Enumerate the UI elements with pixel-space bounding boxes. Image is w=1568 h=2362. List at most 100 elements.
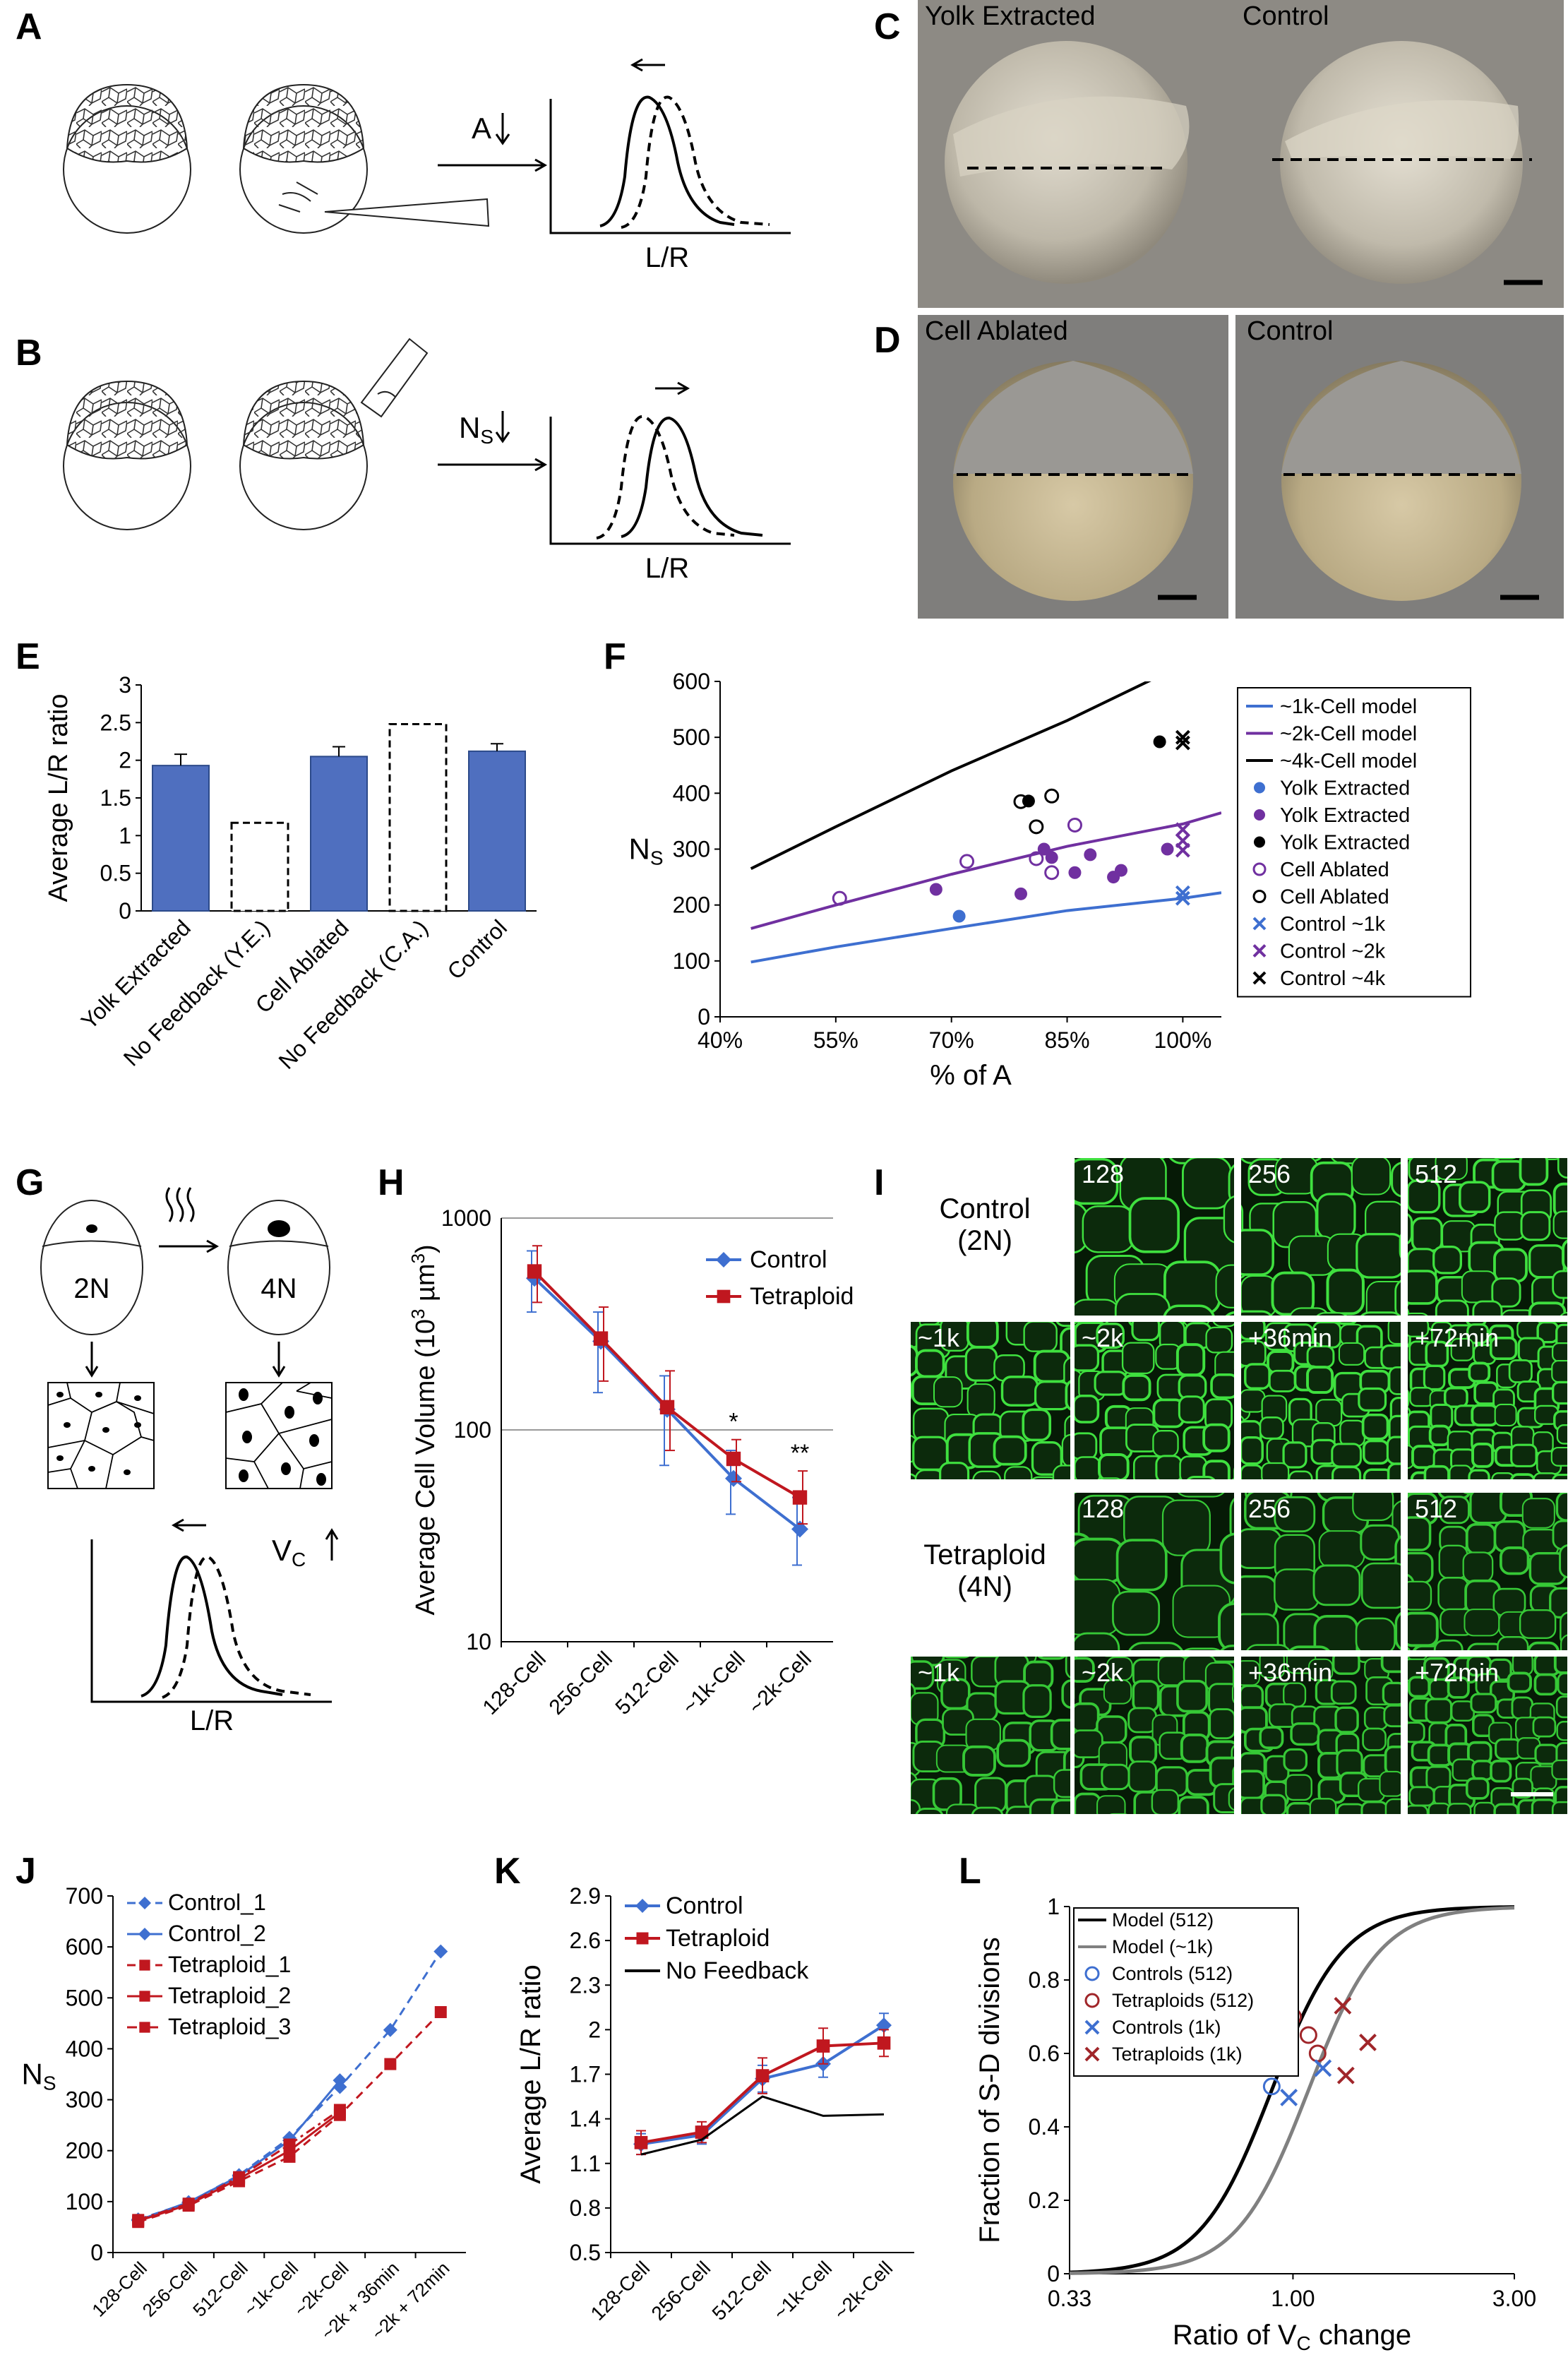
cell-outline	[1411, 1217, 1443, 1252]
panel-b-schematic: NS L/R	[63, 338, 791, 584]
y-tick-label: 1	[119, 823, 131, 848]
micrograph-tile: +72min	[1408, 1657, 1567, 1814]
data-point	[1262, 2077, 1281, 2096]
cell-outline	[1471, 1443, 1494, 1468]
cell-outline	[1555, 1695, 1567, 1719]
micrograph-tile: ~1k	[911, 1322, 1070, 1479]
cell-outline	[1061, 1433, 1070, 1468]
x-axis-label-sub: C	[1297, 2332, 1311, 2354]
cell-outline	[1075, 1322, 1078, 1325]
data-point	[182, 2197, 195, 2210]
embryo-photo	[1272, 41, 1532, 284]
cell-membranes	[1408, 1158, 1567, 1316]
right-arrow-icon	[655, 381, 690, 395]
legend-swatch	[1084, 2020, 1100, 2035]
cell-outline	[911, 1799, 921, 1814]
data-point	[1068, 866, 1082, 879]
data-point	[1044, 788, 1060, 804]
y-tick-label: 0.5	[570, 2240, 601, 2265]
cell-outline	[1557, 1158, 1567, 1179]
legend-marker	[138, 1928, 151, 1940]
embryo-4n: 4N	[227, 1200, 330, 1335]
cell-outline	[1491, 1277, 1521, 1308]
cell-outline	[1228, 1787, 1234, 1811]
cell-outline	[1318, 1530, 1365, 1569]
data-point	[725, 1469, 742, 1487]
data-point	[755, 2069, 770, 2082]
x-axis-label-part: Ratio of V	[1173, 2320, 1297, 2351]
cell-outline	[1309, 1798, 1337, 1814]
legend-marker	[635, 1899, 650, 1913]
legend-label: Model (~1k)	[1112, 1936, 1213, 1957]
cell-outline	[1499, 1546, 1530, 1575]
cell-outline	[1408, 1786, 1435, 1807]
cell-outline	[1519, 1158, 1549, 1186]
y-axis-label-part: Average Cell Volume (10	[411, 1319, 441, 1616]
cell-outline	[1065, 1380, 1070, 1411]
cell-outline	[911, 1660, 935, 1690]
y-axis-label-part: µm	[411, 1263, 441, 1308]
cell-outline	[1362, 1439, 1390, 1465]
cell-outline	[1052, 1465, 1070, 1479]
legend-label: Control_1	[168, 1890, 266, 1915]
bar	[388, 722, 448, 912]
data-point	[695, 2125, 709, 2139]
cell-outline	[1131, 1322, 1161, 1342]
y-tick-label: 2.3	[570, 1972, 601, 1998]
panel-label-e: E	[16, 636, 40, 677]
cell-outline	[1394, 1280, 1401, 1316]
cell-outline	[1532, 1716, 1557, 1738]
cell-outline	[1361, 1413, 1389, 1441]
cell-outline	[1121, 1342, 1155, 1375]
y-tick-label: 300	[66, 2087, 103, 2113]
data-point	[1334, 1996, 1352, 2015]
y-tick-label: 0.8	[570, 2195, 601, 2221]
legend-label: Control ~2k	[1280, 941, 1386, 963]
cell-outline	[1528, 1301, 1567, 1316]
cell-membranes	[1241, 1322, 1401, 1479]
data-point	[1314, 2059, 1332, 2077]
legend-box	[1237, 687, 1471, 998]
cell-outline	[1507, 1671, 1532, 1693]
y-axis-label: Average L/R ratio	[515, 1964, 546, 2184]
cell-outline	[915, 1349, 945, 1378]
cell-outline	[1061, 1679, 1070, 1709]
distribution-xlabel-g: L/R	[190, 1705, 234, 1736]
heat-wave-icon	[165, 1187, 195, 1222]
cell-outline	[1075, 1702, 1100, 1734]
x-tick-label: 256-Cell	[545, 1647, 617, 1719]
cell-outline	[1176, 1680, 1208, 1713]
data-point	[1084, 848, 1097, 861]
cell-outline	[1288, 1645, 1330, 1650]
ploidy-label-2n: 2N	[73, 1273, 109, 1304]
cell-outline	[1232, 1766, 1234, 1790]
cell-outline	[1220, 1645, 1234, 1650]
cell-outline	[1559, 1544, 1567, 1579]
panel-label-f: F	[604, 636, 626, 677]
cell-outline	[1425, 1698, 1453, 1724]
cell-outline	[1408, 1611, 1439, 1647]
left-arrow-icon	[630, 58, 665, 72]
y-axis-label-main: N	[628, 833, 650, 866]
x-tick-label: Control	[443, 914, 512, 984]
distribution-plot-a	[549, 58, 791, 234]
cell-outline	[1465, 1522, 1497, 1556]
cell-outline	[1552, 1270, 1567, 1299]
photo-label: Control	[1243, 1, 1329, 31]
cell-membranes	[1241, 1158, 1401, 1316]
model-curve	[1069, 1906, 1515, 2275]
data-point	[929, 883, 942, 896]
cell-outline	[1241, 1436, 1264, 1465]
cell-outline	[1202, 1423, 1231, 1453]
bar	[310, 756, 368, 912]
data-point	[1175, 885, 1190, 900]
cell-outline	[1283, 1748, 1308, 1772]
cell-outline	[1386, 1436, 1401, 1465]
cell-outline	[1326, 1268, 1365, 1316]
cell-outline	[1408, 1270, 1438, 1305]
photo-d-cell-ablated: Cell Ablated	[918, 315, 1228, 619]
legend-label: Control	[666, 1892, 743, 1919]
cell-outline	[966, 1383, 995, 1419]
cell-outline	[1241, 1322, 1266, 1341]
cell-outline	[1338, 1342, 1365, 1366]
